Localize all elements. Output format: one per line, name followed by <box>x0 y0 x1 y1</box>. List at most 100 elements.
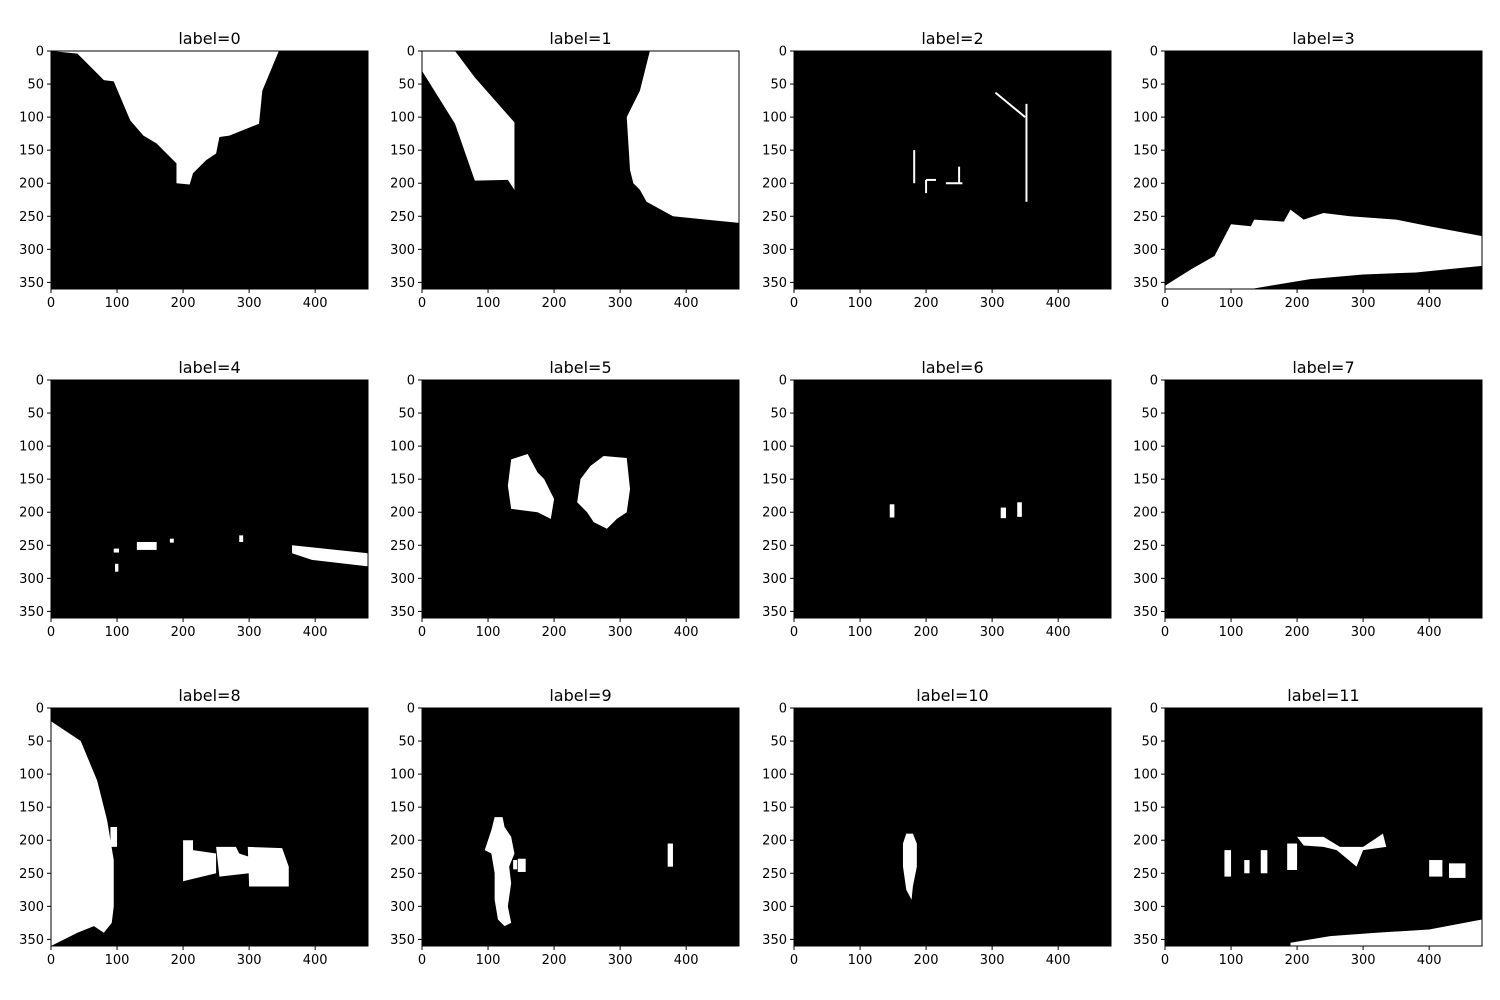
mask-region <box>484 817 515 927</box>
y-tick-label: 50 <box>27 407 44 422</box>
mask-panel-1: label=1 0 100 200 300 400 0 50 100 150 200 250 300 35… <box>390 29 740 311</box>
y-tick-label: 0 <box>779 45 787 60</box>
y-tick-label: 100 <box>1133 440 1158 455</box>
mask-regions <box>51 51 279 185</box>
mask-panel-5: label=5 0 100 200 300 400 0 50 100 150 200 250 300 35… <box>390 358 740 640</box>
y-tick-label: 250 <box>762 539 787 554</box>
x-tick-label: 300 <box>1351 953 1376 968</box>
y-tick-label: 200 <box>19 834 44 849</box>
x-tick-label: 300 <box>608 953 633 968</box>
axes-frame <box>50 707 369 947</box>
mask-region <box>183 840 217 882</box>
y-tick-label: 300 <box>390 572 415 587</box>
y-tick-label: 150 <box>19 473 44 488</box>
y-tick-label: 100 <box>762 768 787 783</box>
y-tick-label: 0 <box>36 702 44 717</box>
y-tick-label: 200 <box>1133 834 1158 849</box>
y-tick-label: 100 <box>762 111 787 126</box>
y-tick-label: 0 <box>779 702 787 717</box>
y-tick-label: 350 <box>390 933 415 948</box>
x-tick-label: 100 <box>476 296 501 311</box>
y-tick-label: 200 <box>1133 177 1158 192</box>
panel-title: label=5 <box>549 358 611 377</box>
y-tick-label: 300 <box>1133 900 1158 915</box>
mask-region <box>1260 850 1268 874</box>
x-tick-label: 200 <box>914 296 939 311</box>
panel-title: label=0 <box>178 29 240 48</box>
y-tick-label: 350 <box>19 933 44 948</box>
x-tick-label: 400 <box>1417 625 1442 640</box>
panel-title: label=11 <box>1287 686 1359 705</box>
y-tick-label: 50 <box>1141 78 1158 93</box>
mask-region <box>513 860 518 870</box>
y-tick-label: 250 <box>762 210 787 225</box>
mask-region <box>216 846 250 877</box>
y-tick-label: 350 <box>1133 605 1158 620</box>
x-tick-label: 100 <box>1219 296 1244 311</box>
x-tick-label: 200 <box>914 625 939 640</box>
y-tick-label: 200 <box>390 834 415 849</box>
x-tick-label: 0 <box>790 953 798 968</box>
axes-frame <box>421 707 740 947</box>
mask-region <box>422 51 515 190</box>
x-tick-label: 0 <box>47 953 55 968</box>
y-tick-label: 50 <box>770 78 787 93</box>
x-tick-label: 100 <box>1219 625 1244 640</box>
y-tick-label: 350 <box>390 276 415 291</box>
mask-region <box>889 504 895 518</box>
y-tick-label: 350 <box>19 276 44 291</box>
y-tick-label: 0 <box>36 374 44 389</box>
y-tick-label: 250 <box>19 867 44 882</box>
y-tick-label: 100 <box>390 111 415 126</box>
panel-title: label=3 <box>1292 29 1354 48</box>
mask-image <box>794 51 1111 289</box>
axes-frame <box>1164 379 1483 619</box>
mask-panel-10: label=10 0 100 200 300 400 0 50 100 150 200 250 300 3… <box>762 686 1112 968</box>
mask-region <box>1165 209 1482 290</box>
axes-frame <box>50 50 369 290</box>
y-tick-label: 250 <box>1133 867 1158 882</box>
mask-region <box>115 563 119 572</box>
x-tick-label: 100 <box>848 296 873 311</box>
x-tick-label: 200 <box>542 296 567 311</box>
x-tick-label: 200 <box>1285 296 1310 311</box>
mask-panel-0: label=0 0 100 200 300 400 0 50 100 150 200 250 300 35… <box>19 29 369 311</box>
y-tick-label: 300 <box>390 243 415 258</box>
y-tick-label: 300 <box>1133 572 1158 587</box>
y-tick-label: 150 <box>762 144 787 159</box>
y-tick-label: 150 <box>1133 473 1158 488</box>
y-tick-label: 200 <box>19 506 44 521</box>
y-tick-label: 100 <box>19 111 44 126</box>
y-tick-label: 50 <box>770 407 787 422</box>
x-tick-label: 400 <box>674 296 699 311</box>
mask-region <box>1224 850 1232 877</box>
panel-title: label=7 <box>1292 358 1354 377</box>
mask-region <box>1017 502 1022 517</box>
axes-frame <box>50 379 369 619</box>
mask-regions <box>913 91 1028 202</box>
x-tick-label: 200 <box>542 953 567 968</box>
mask-regions <box>51 721 289 946</box>
mask-region <box>517 858 526 872</box>
mask-panel-11: label=11 0 100 200 300 400 0 50 100 150 200 250 300 3… <box>1133 686 1483 968</box>
x-tick-label: 0 <box>790 296 798 311</box>
y-tick-label: 300 <box>390 900 415 915</box>
y-tick-label: 100 <box>19 440 44 455</box>
y-tick-label: 50 <box>398 735 415 750</box>
mask-region <box>169 538 174 543</box>
y-tick-label: 250 <box>762 867 787 882</box>
mask-image <box>1165 708 1482 946</box>
mask-image <box>794 380 1111 618</box>
mask-panel-9: label=9 0 100 200 300 400 0 50 100 150 200 250 300 35… <box>390 686 740 968</box>
panel-title: label=4 <box>178 358 240 377</box>
y-tick-label: 0 <box>407 45 415 60</box>
y-tick-label: 150 <box>390 144 415 159</box>
x-tick-label: 100 <box>1219 953 1244 968</box>
mask-panel-6: label=6 0 100 200 300 400 0 50 100 150 200 250 300 35… <box>762 358 1112 640</box>
mask-regions <box>507 454 631 529</box>
x-tick-label: 300 <box>1351 625 1376 640</box>
x-tick-label: 400 <box>1417 296 1442 311</box>
mask-region <box>577 456 631 529</box>
y-tick-label: 250 <box>19 210 44 225</box>
y-tick-label: 100 <box>390 440 415 455</box>
